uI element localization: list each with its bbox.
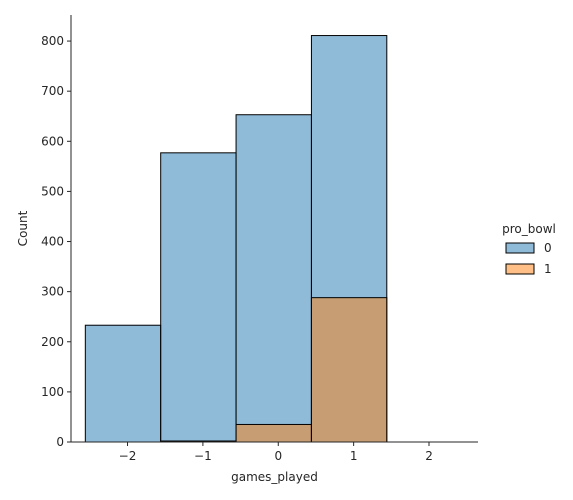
legend-label-1: 1 bbox=[544, 262, 552, 276]
x-tick-label: 0 bbox=[274, 449, 282, 463]
x-tick-label: −1 bbox=[194, 449, 212, 463]
y-tick-label: 100 bbox=[41, 385, 64, 399]
y-tick-label: 500 bbox=[41, 184, 64, 198]
y-axis-ticks: 0 100 200 300 400 500 600 700 800 bbox=[41, 34, 71, 449]
y-tick-label: 400 bbox=[41, 235, 64, 249]
legend-swatch-0 bbox=[505, 242, 535, 254]
y-tick-label: 200 bbox=[41, 335, 64, 349]
bar-series-1-bin-3 bbox=[310, 297, 388, 443]
bar-series-1-bin-2 bbox=[235, 423, 312, 443]
y-tick-label: 700 bbox=[41, 84, 64, 98]
y-tick-label: 800 bbox=[41, 34, 64, 48]
y-tick-label: 300 bbox=[41, 285, 64, 299]
legend-swatch-1 bbox=[505, 263, 535, 275]
y-tick-label: 600 bbox=[41, 134, 64, 148]
bar-series-0-bin-1 bbox=[160, 152, 237, 443]
bars-series-1 bbox=[160, 297, 388, 443]
x-tick-label: −2 bbox=[119, 449, 137, 463]
bar-series-0-bin-0 bbox=[84, 324, 162, 443]
x-axis-title: games_played bbox=[231, 470, 318, 484]
x-axis-ticks: −2 −1 0 1 2 bbox=[119, 442, 433, 463]
y-tick-label: 0 bbox=[56, 435, 64, 449]
bar-series-0-bin-2 bbox=[235, 114, 312, 443]
x-tick-label: 2 bbox=[425, 449, 433, 463]
x-tick-label: 1 bbox=[350, 449, 358, 463]
y-axis-title: Count bbox=[16, 210, 30, 246]
legend-title: pro_bowl bbox=[502, 222, 556, 236]
legend-label-0: 0 bbox=[544, 241, 552, 255]
legend: pro_bowl 0 1 bbox=[502, 222, 556, 276]
